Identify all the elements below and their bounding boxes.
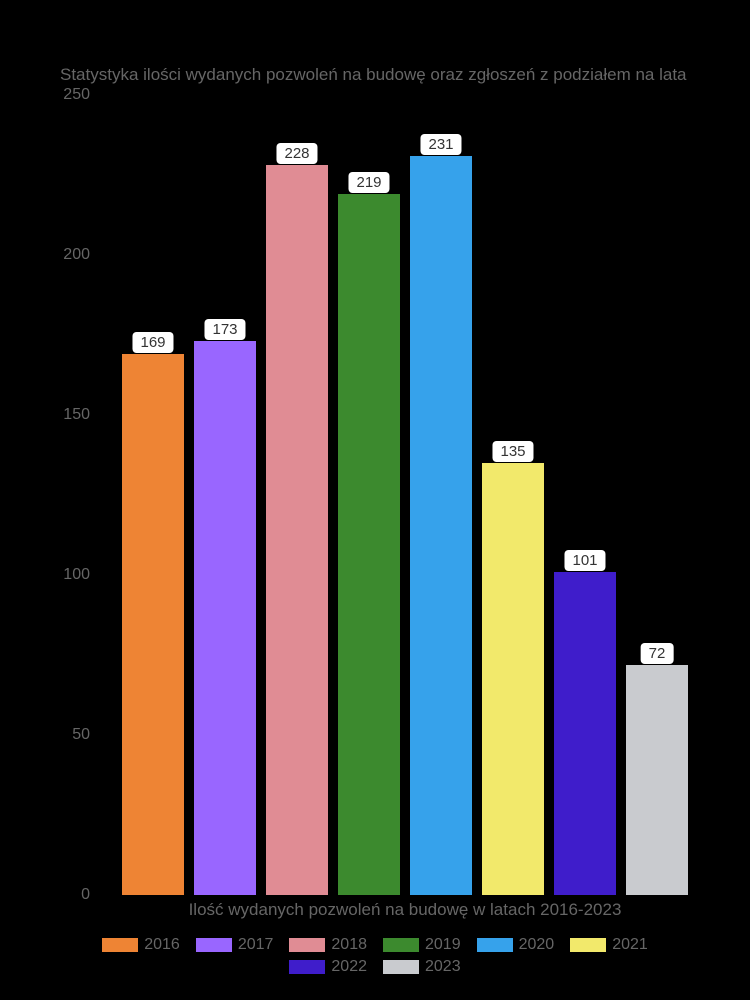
bar-2017: 173 xyxy=(194,341,256,895)
bar-value-label: 231 xyxy=(420,134,461,155)
plot-area: 16917322821923113510172 xyxy=(95,95,715,895)
bar-value-label: 219 xyxy=(348,172,389,193)
legend-item-2020: 2020 xyxy=(477,936,555,954)
legend-label: 2016 xyxy=(144,936,180,954)
bar-2022: 101 xyxy=(554,572,616,895)
bar-value-label: 101 xyxy=(564,550,605,571)
legend-item-2021: 2021 xyxy=(570,936,648,954)
bar-2016: 169 xyxy=(122,354,184,895)
legend-swatch xyxy=(289,938,325,952)
y-tick: 150 xyxy=(63,406,90,424)
legend-item-2023: 2023 xyxy=(383,958,461,976)
y-tick: 250 xyxy=(63,86,90,104)
x-axis-label: Ilość wydanych pozwoleń na budowę w lata… xyxy=(95,900,715,920)
bar-2019: 219 xyxy=(338,194,400,895)
legend: 2016 2017 2018 2019 2020 2021 2022 2023 xyxy=(0,936,750,980)
legend-row: 2016 2017 2018 2019 2020 2021 xyxy=(0,936,750,954)
legend-label: 2023 xyxy=(425,958,461,976)
bar-2021: 135 xyxy=(482,463,544,895)
bar-value-label: 72 xyxy=(641,643,674,664)
y-axis: 050100150200250 xyxy=(45,95,90,895)
y-tick: 50 xyxy=(72,726,90,744)
legend-swatch xyxy=(570,938,606,952)
bar-chart: Statystyka ilości wydanych pozwoleń na b… xyxy=(0,0,750,1000)
legend-swatch xyxy=(477,938,513,952)
bar-2018: 228 xyxy=(266,165,328,895)
y-tick: 0 xyxy=(81,886,90,904)
y-tick: 100 xyxy=(63,566,90,584)
bar-2020: 231 xyxy=(410,156,472,895)
legend-item-2017: 2017 xyxy=(196,936,274,954)
legend-label: 2019 xyxy=(425,936,461,954)
bar-value-label: 135 xyxy=(492,441,533,462)
legend-swatch xyxy=(289,960,325,974)
legend-swatch xyxy=(196,938,232,952)
bar-value-label: 228 xyxy=(276,143,317,164)
bar-value-label: 169 xyxy=(132,332,173,353)
legend-item-2016: 2016 xyxy=(102,936,180,954)
legend-label: 2021 xyxy=(612,936,648,954)
legend-label: 2018 xyxy=(331,936,367,954)
legend-item-2022: 2022 xyxy=(289,958,367,976)
bars-group: 16917322821923113510172 xyxy=(95,95,715,895)
legend-label: 2017 xyxy=(238,936,274,954)
legend-label: 2022 xyxy=(331,958,367,976)
legend-item-2019: 2019 xyxy=(383,936,461,954)
legend-label: 2020 xyxy=(519,936,555,954)
chart-title: Statystyka ilości wydanych pozwoleń na b… xyxy=(60,65,687,85)
legend-item-2018: 2018 xyxy=(289,936,367,954)
y-tick: 200 xyxy=(63,246,90,264)
bar-value-label: 173 xyxy=(204,319,245,340)
legend-swatch xyxy=(383,938,419,952)
bar-2023: 72 xyxy=(626,665,688,895)
legend-swatch xyxy=(102,938,138,952)
legend-row: 2022 2023 xyxy=(0,958,750,976)
legend-swatch xyxy=(383,960,419,974)
